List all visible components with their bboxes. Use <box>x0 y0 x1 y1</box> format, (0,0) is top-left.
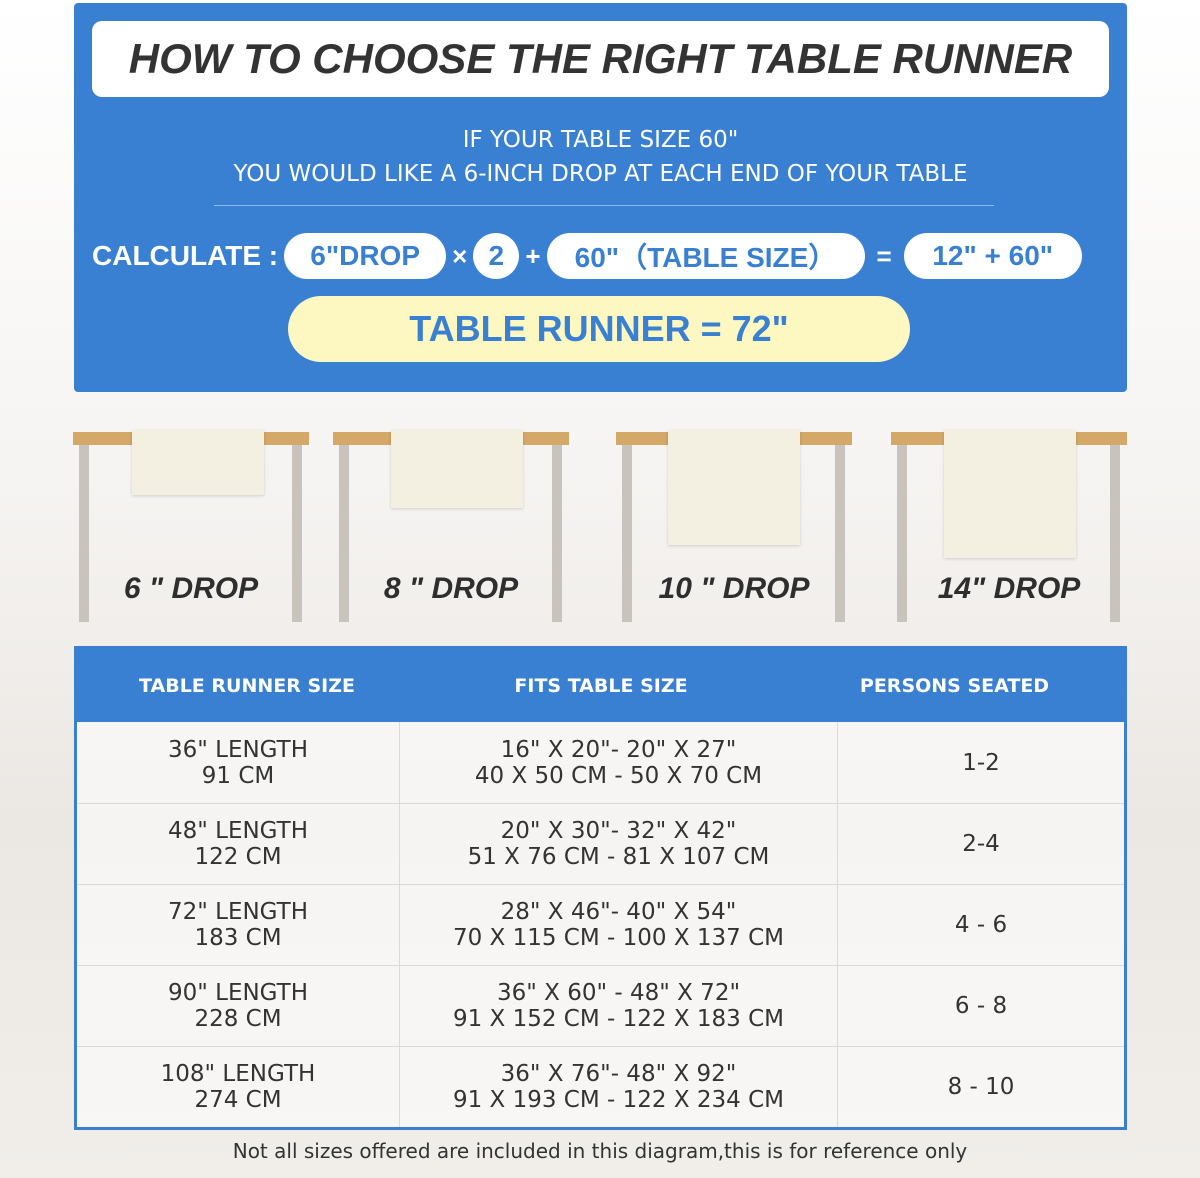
table-row: 90" LENGTH 228 CM 36" X 60" - 48" X 72" 91 … <box>77 965 1124 1046</box>
persons-cell-text: 6 - 8 <box>954 993 1008 1019</box>
calculation-panel: HOW TO CHOOSE THE RIGHT TABLE RUNNER IF … <box>74 3 1127 392</box>
fits-table-cell: 36" X 60" - 48" X 72" 91 X 152 CM - 122 X… <box>399 966 837 1046</box>
drop-label: 6 " DROP <box>123 572 259 605</box>
header-fits-table: FITS TABLE SIZE <box>514 674 688 697</box>
runner-size-cell-text: 72" LENGTH <box>167 899 309 925</box>
persons-cell-text: 1-2 <box>962 749 1000 776</box>
header-persons: PERSONS SEATED <box>859 674 1050 697</box>
runner-size-cell-text: 274 CM <box>194 1087 282 1113</box>
runner-size-cell-text: 108" LENGTH <box>160 1061 316 1087</box>
drop-diagram-14: 14" DROP <box>891 430 1127 622</box>
persons-cell: 4 - 6 <box>837 885 1124 965</box>
persons-cell-text: 4 - 6 <box>954 912 1008 938</box>
runner-size-cell-text: 183 CM <box>194 925 282 951</box>
size-table: TABLE RUNNER SIZE FITS TABLE SIZE PERSON… <box>74 646 1127 1130</box>
runner-illustration <box>668 430 800 545</box>
runner-illustration <box>391 430 523 508</box>
multiplier-pill: 2 <box>473 233 520 279</box>
fits-table-cell: 16" X 20"- 20" X 27" 40 X 50 CM - 50 X 70… <box>399 722 837 803</box>
runner-size-cell-text: 90" LENGTH <box>167 980 309 1006</box>
table-leg <box>292 445 302 622</box>
drop-pill: 6"DROP <box>284 233 447 279</box>
persons-cell: 2-4 <box>837 804 1124 884</box>
drop-label: 14" DROP <box>937 572 1081 605</box>
persons-cell-text: 2-4 <box>962 831 1000 857</box>
table-row: 108" LENGTH 274 CM 36" X 76"- 48" X 92" 91 … <box>77 1046 1124 1127</box>
table-leg <box>897 445 907 622</box>
table-leg <box>79 445 89 622</box>
times-sign: × <box>452 240 468 271</box>
equals-sign: = <box>876 240 892 271</box>
drop-label: 8 " DROP <box>383 572 519 605</box>
runner-size-cell: 108" LENGTH 274 CM <box>77 1047 399 1127</box>
drop-label: 10 " DROP <box>658 572 810 605</box>
fits-table-cell-text: 28" X 46"- 40" X 54" <box>500 899 737 925</box>
fits-table-cell-text: 70 X 115 CM - 100 X 137 CM <box>452 925 785 951</box>
plus-sign: + <box>525 240 541 271</box>
fits-table-cell-text: 40 X 50 CM - 50 X 70 CM <box>474 762 763 789</box>
runner-size-cell: 90" LENGTH 228 CM <box>77 966 399 1046</box>
table-row: 72" LENGTH 183 CM 28" X 46"- 40" X 54" 70 X… <box>77 884 1124 965</box>
table-leg <box>622 445 632 622</box>
divider <box>214 205 994 206</box>
footnote: Not all sizes offered are included in th… <box>232 1139 968 1163</box>
calculation-row: CALCULATE : 6"DROP × 2 + 60"（TABLE SIZE）… <box>92 233 1082 279</box>
runner-size-cell-text: 91 CM <box>201 762 275 789</box>
runner-size-cell-text: 48" LENGTH <box>167 818 309 844</box>
intro-line-2: YOU WOULD LIKE A 6-INCH DROP AT EACH END… <box>233 161 968 187</box>
runner-size-cell-text: 36" LENGTH <box>167 736 309 763</box>
table-header: TABLE RUNNER SIZE FITS TABLE SIZE PERSON… <box>77 649 1124 722</box>
persons-cell-text: 8 - 10 <box>947 1074 1015 1100</box>
sum-pill: 12" + 60" <box>903 233 1082 279</box>
result-pill: TABLE RUNNER = 72" <box>288 296 910 362</box>
calculate-label: CALCULATE : <box>92 240 279 271</box>
drop-diagram-10: 10 " DROP <box>616 430 852 622</box>
fits-table-cell-text: 51 X 76 CM - 81 X 107 CM <box>467 844 770 870</box>
runner-illustration <box>132 430 264 495</box>
header-runner-size: TABLE RUNNER SIZE <box>139 674 355 697</box>
fits-table-cell: 28" X 46"- 40" X 54" 70 X 115 CM - 100 X … <box>399 885 837 965</box>
runner-size-cell-text: 122 CM <box>194 844 282 870</box>
drop-diagram-6: 6 " DROP <box>73 430 309 622</box>
runner-illustration <box>944 430 1076 558</box>
persons-cell: 6 - 8 <box>837 966 1124 1046</box>
fits-table-cell: 20" X 30"- 32" X 42" 51 X 76 CM - 81 X 10… <box>399 804 837 884</box>
runner-size-cell: 36" LENGTH 91 CM <box>77 722 399 803</box>
fits-table-cell-text: 36" X 60" - 48" X 72" <box>496 980 741 1006</box>
table-row: 36" LENGTH 91 CM 16" X 20"- 20" X 27" 40 X … <box>77 722 1124 803</box>
fits-table-cell: 36" X 76"- 48" X 92" 91 X 193 CM - 122 X … <box>399 1047 837 1127</box>
fits-table-cell-text: 36" X 76"- 48" X 92" <box>500 1061 737 1087</box>
fits-table-cell-text: 91 X 152 CM - 122 X 183 CM <box>452 1006 785 1032</box>
persons-cell: 8 - 10 <box>837 1047 1124 1127</box>
table-leg <box>1110 445 1120 622</box>
runner-size-cell-text: 228 CM <box>194 1006 282 1032</box>
runner-size-cell: 72" LENGTH 183 CM <box>77 885 399 965</box>
intro-line-1: IF YOUR TABLE SIZE 60" <box>462 127 739 153</box>
table-row: 48" LENGTH 122 CM 20" X 30"- 32" X 42" 51 X… <box>77 803 1124 884</box>
fits-table-cell-text: 91 X 193 CM - 122 X 234 CM <box>452 1087 785 1113</box>
table-leg <box>835 445 845 622</box>
runner-size-cell: 48" LENGTH 122 CM <box>77 804 399 884</box>
page-title: HOW TO CHOOSE THE RIGHT TABLE RUNNER <box>92 21 1109 97</box>
persons-cell: 1-2 <box>837 722 1124 803</box>
drop-diagram-8: 8 " DROP <box>333 430 569 622</box>
fits-table-cell-text: 16" X 20"- 20" X 27" <box>500 736 737 763</box>
table-size-pill: 60"（TABLE SIZE） <box>546 233 865 279</box>
fits-table-cell-text: 20" X 30"- 32" X 42" <box>500 818 737 844</box>
table-leg <box>339 445 349 622</box>
table-leg <box>552 445 562 622</box>
